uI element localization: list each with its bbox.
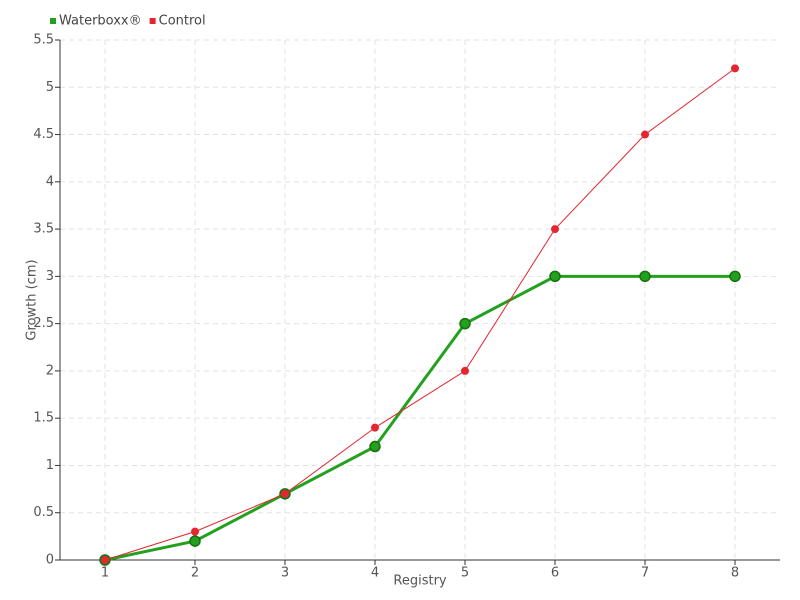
y-tick-label: 2: [46, 363, 54, 378]
y-tick-label: 0.5: [33, 505, 54, 520]
x-tick-label: 1: [101, 566, 109, 581]
legend-swatch: [149, 18, 156, 24]
series-line: [104, 274, 735, 562]
x-tick-label: 2: [191, 566, 199, 581]
series-line: [104, 67, 736, 561]
x-tick-label: 6: [551, 566, 559, 581]
legend-swatch: [50, 18, 56, 24]
y-tick-label: 1.5: [33, 411, 54, 426]
y-tick-label: 0: [46, 553, 54, 568]
x-tick-label: 8: [731, 566, 739, 581]
x-axis-label: Registry: [393, 574, 447, 589]
y-tick-label: 2.5: [33, 316, 54, 331]
data-point: [101, 556, 109, 564]
data-point: [461, 366, 469, 375]
legend-label: Waterboxx®: [59, 14, 142, 29]
y-tick-label: 5.5: [33, 33, 54, 48]
y-axis-label: Growth (cm): [25, 259, 40, 340]
data-point: [281, 489, 289, 498]
x-tick-label: 3: [281, 566, 289, 581]
data-point: [729, 270, 741, 283]
data-point: [459, 317, 471, 330]
data-point: [549, 270, 561, 283]
y-tick-label: 1: [46, 458, 54, 473]
y-tick-label: 4.5: [33, 127, 54, 142]
y-tick-label: 3.5: [33, 222, 54, 237]
data-point: [191, 527, 199, 536]
y-tick-label: 3: [46, 269, 54, 284]
data-point: [369, 440, 381, 453]
data-point: [189, 535, 201, 547]
data-point: [641, 130, 649, 139]
data-point: [731, 64, 739, 73]
legend-label: Control: [159, 14, 206, 29]
x-tick-label: 7: [641, 566, 649, 581]
data-point: [639, 270, 651, 283]
x-tick-label: 5: [461, 566, 469, 581]
y-tick-label: 4: [46, 174, 54, 189]
data-point: [551, 225, 559, 234]
y-tick-label: 5: [46, 80, 54, 95]
x-tick-label: 4: [371, 566, 379, 581]
data-point: [371, 423, 379, 432]
